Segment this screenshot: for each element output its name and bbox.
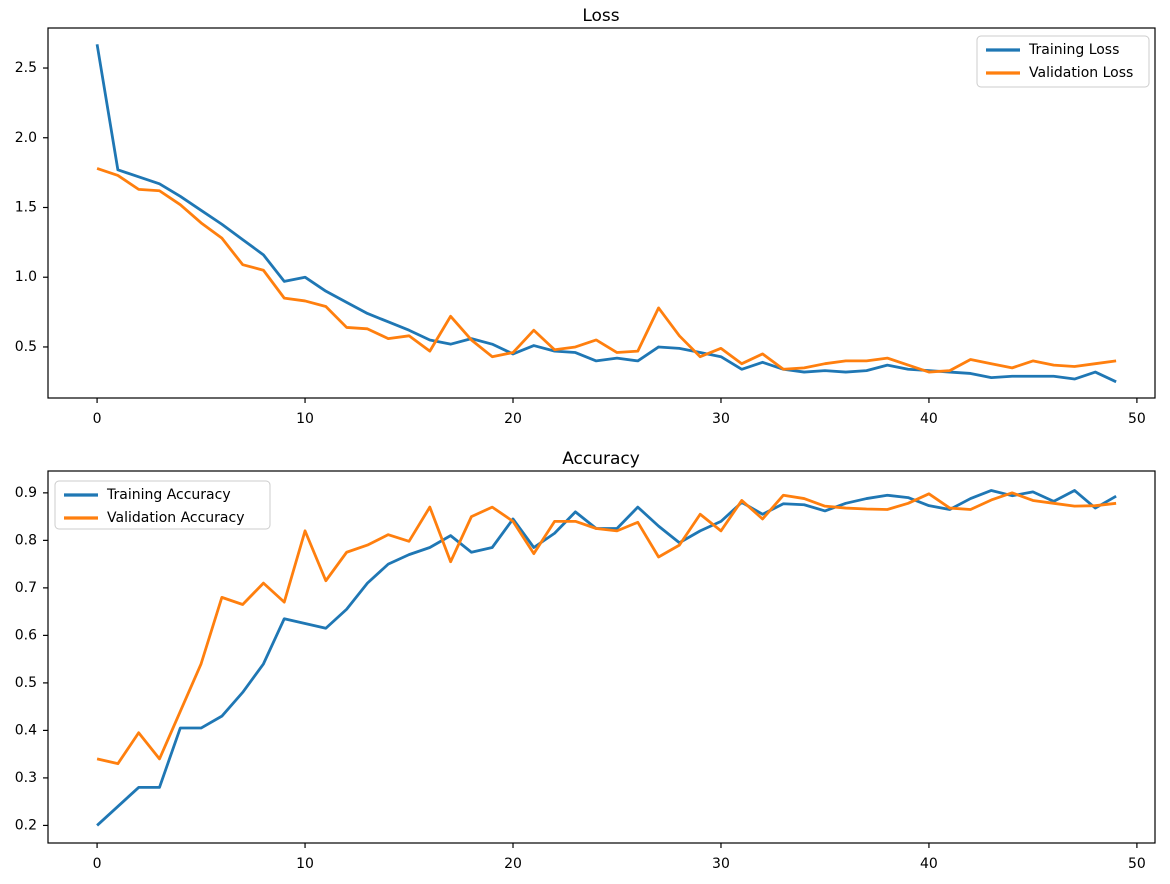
accuracy-plot-xtick-label: 10 [296, 856, 314, 872]
accuracy-plot-frame [47, 470, 1156, 844]
loss-plot-ytick-label: 2.0 [15, 130, 37, 146]
loss-plot-frame [47, 27, 1156, 399]
accuracy-plot-ytick-label: 0.2 [15, 817, 37, 833]
loss-plot-series-training-loss [95, 44, 1117, 384]
loss-plot: 0 10 20 30 40 50 0.5 1.0 1.5 2.0 2.5 Training Loss V… [15, 27, 1156, 427]
loss-plot-xtick-label: 50 [1128, 411, 1146, 427]
accuracy-plot-xtick-label: 30 [712, 856, 730, 872]
accuracy-plot: 0 10 20 30 40 50 0.2 0.3 0.4 0.5 0.6 0.7 0.8 0.9 Train… [15, 470, 1156, 872]
accuracy-plot-xtick-label: 50 [1128, 856, 1146, 872]
loss-plot-legend-label: Training Loss [1028, 42, 1119, 58]
loss-plot-ytick-label: 0.5 [15, 339, 37, 355]
accuracy-plot-legend-box [54, 480, 271, 530]
accuracy-plot-series-training-accuracy [96, 489, 1117, 827]
accuracy-plot-series-validation-accuracy [96, 491, 1117, 766]
loss-plot-xtick-label: 40 [920, 411, 938, 427]
accuracy-plot-ytick-label: 0.7 [15, 580, 37, 596]
accuracy-plot-ytick-label: 0.6 [15, 627, 37, 643]
accuracy-plot-ytick-label: 0.9 [15, 485, 37, 501]
accuracy-plot-xtick-label: 20 [504, 856, 522, 872]
loss-plot-series-validation-loss [96, 167, 1117, 374]
loss-plot-ytick-label: 2.5 [15, 60, 37, 76]
loss-plot-ytick-label: 1.5 [15, 199, 37, 215]
loss-plot-legend-label: Validation Loss [1029, 65, 1133, 81]
accuracy-plot-legend-label: Training Accuracy [106, 487, 231, 503]
accuracy-plot-legend-label: Validation Accuracy [107, 510, 245, 526]
loss-plot-ytick-label: 1.0 [15, 269, 37, 285]
accuracy-plot-title: Accuracy [562, 449, 640, 469]
loss-plot-title: Loss [582, 6, 619, 26]
accuracy-plot-xtick-label: 0 [93, 856, 102, 872]
accuracy-plot-ytick-label: 0.4 [15, 722, 37, 738]
accuracy-plot-ytick-label: 0.8 [15, 532, 37, 548]
accuracy-plot-ytick-label: 0.3 [15, 770, 37, 786]
loss-plot-xtick-label: 30 [712, 411, 730, 427]
loss-plot-xtick-label: 10 [296, 411, 314, 427]
loss-plot-xtick-label: 0 [93, 411, 102, 427]
accuracy-plot-xtick-label: 40 [920, 856, 938, 872]
accuracy-plot-ytick-label: 0.5 [15, 675, 37, 691]
loss-plot-xtick-label: 20 [504, 411, 522, 427]
